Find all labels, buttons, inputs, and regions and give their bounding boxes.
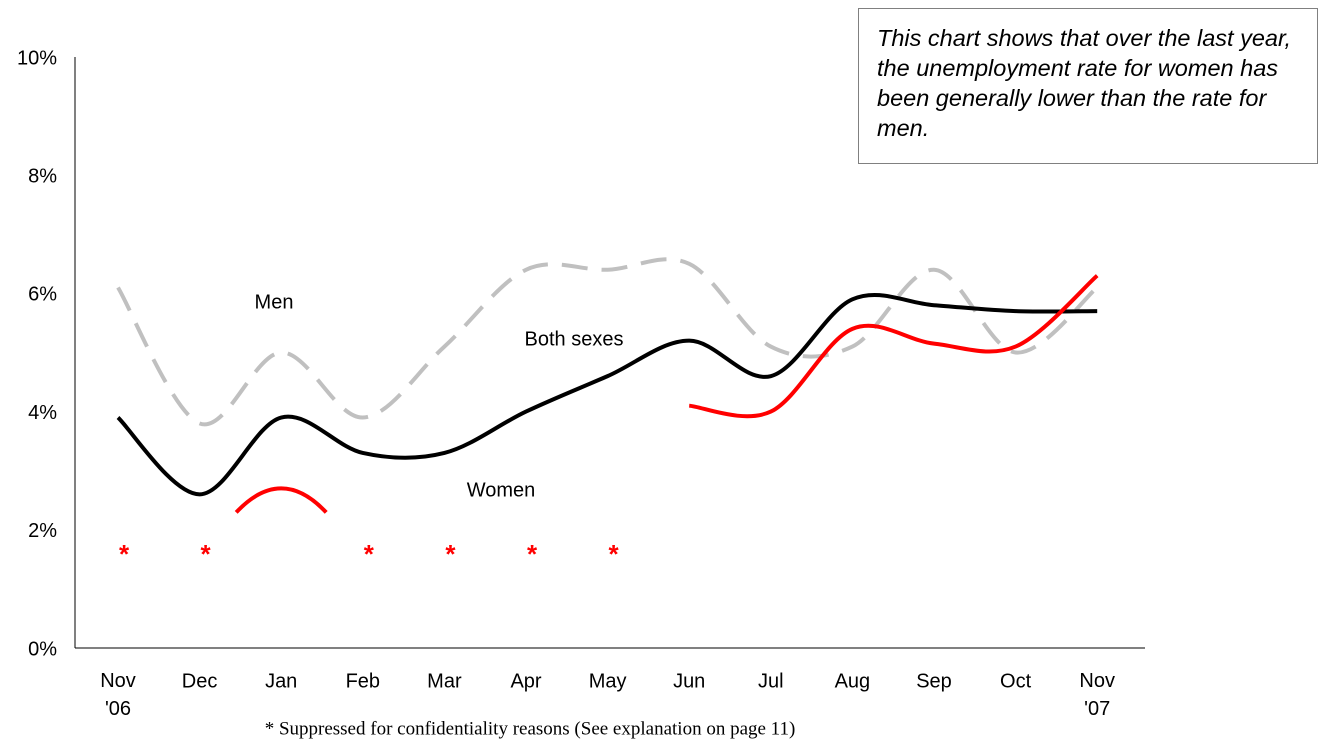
x-tick-label: Jan: [265, 670, 297, 692]
series-line: [234, 274, 1099, 514]
suppressed-marker: *: [445, 539, 456, 569]
x-tick-label: May: [589, 670, 627, 692]
x-tick-label: Jun: [673, 670, 705, 692]
x-tick-label: Nov '07: [1079, 670, 1115, 720]
suppressed-marker: *: [119, 539, 130, 569]
x-tick-label: Dec: [182, 670, 218, 692]
y-tick-label: 2%: [28, 520, 57, 542]
series-line: [116, 293, 1098, 497]
y-tick-label: 4%: [28, 402, 57, 424]
series-label: Both sexes: [525, 328, 624, 350]
footnote: * Suppressed for confidentiality reasons…: [265, 718, 796, 739]
x-tick-label: Sep: [916, 670, 952, 692]
x-tick-label: Feb: [346, 670, 380, 692]
suppressed-marker: *: [527, 539, 538, 569]
series-label: Women: [467, 479, 536, 501]
y-tick-label: 6%: [28, 284, 57, 306]
y-tick-label: 0%: [28, 638, 57, 660]
x-tick-label: Aug: [835, 670, 871, 692]
x-tick-label: Jul: [758, 670, 784, 692]
y-tick-label: 8%: [28, 165, 57, 187]
series-line: [116, 257, 1099, 427]
x-tick-label: Mar: [427, 670, 462, 692]
y-tick-label: 10%: [17, 47, 57, 69]
suppressed-marker: *: [364, 539, 375, 569]
x-tick-label: Oct: [1000, 670, 1032, 692]
annotation: This chart shows that over the last year…: [858, 8, 1318, 164]
suppressed-marker: *: [609, 539, 620, 569]
suppressed-marker: *: [201, 539, 212, 569]
series-label: Men: [255, 291, 294, 313]
x-tick-label: Nov '06: [100, 670, 136, 720]
x-tick-label: Apr: [510, 670, 541, 692]
